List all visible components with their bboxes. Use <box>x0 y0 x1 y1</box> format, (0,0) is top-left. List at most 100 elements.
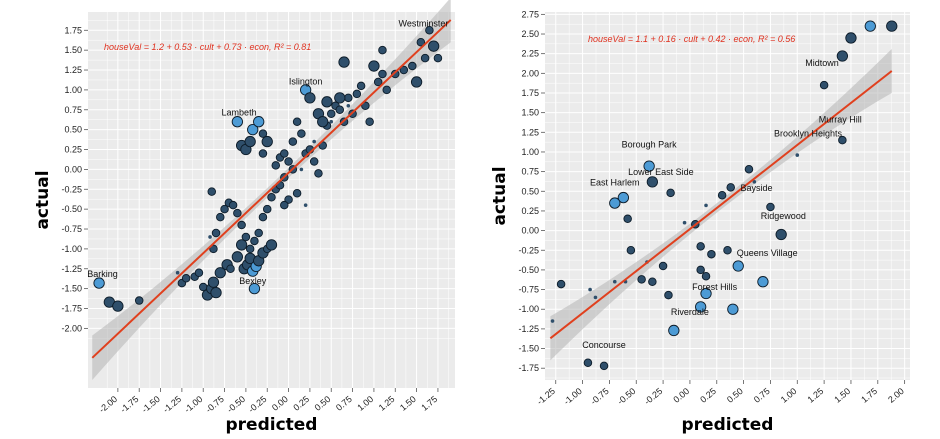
data-point <box>231 116 244 128</box>
point-label: Midtown <box>805 58 839 68</box>
data-point <box>181 274 191 283</box>
data-point <box>550 319 555 323</box>
x-tick-label: 1.75 <box>859 386 879 405</box>
data-point <box>284 157 293 166</box>
y-tick-label: -0.75 <box>518 285 539 295</box>
y-tick-label: -1.00 <box>61 244 82 254</box>
x-tick-label: -1.25 <box>535 386 557 407</box>
data-point <box>247 123 259 136</box>
data-point <box>700 287 712 300</box>
point-label: Riverdale <box>671 307 709 317</box>
data-point <box>593 295 598 300</box>
y-tick-label: 1.25 <box>521 127 539 137</box>
data-point <box>314 169 323 178</box>
y-tick-label: 1.50 <box>521 108 539 118</box>
data-point <box>717 190 727 200</box>
y-tick-label: 2.50 <box>521 29 539 39</box>
data-point <box>344 93 353 103</box>
data-point <box>617 191 630 204</box>
y-tick-label: -1.75 <box>518 363 539 373</box>
x-axis-label: predicted <box>682 415 774 435</box>
data-point <box>194 268 204 277</box>
y-tick-label: 0.75 <box>521 167 539 177</box>
data-point <box>382 85 391 95</box>
data-point <box>646 176 659 188</box>
y-tick-label: 0.25 <box>521 206 539 216</box>
point-label: Barking <box>87 269 118 279</box>
data-point <box>864 20 876 32</box>
data-point <box>245 244 255 254</box>
regression-line <box>91 19 452 359</box>
x-axis-label: predicted <box>226 415 318 435</box>
point-label: Lambeth <box>222 108 257 118</box>
data-point <box>214 267 226 279</box>
y-tick-label: 1.00 <box>521 147 539 157</box>
data-point <box>795 153 800 157</box>
x-tick-label: 1.00 <box>779 386 799 405</box>
data-point <box>599 361 609 371</box>
y-tick-label: 1.75 <box>64 25 82 35</box>
y-tick-label: -0.25 <box>61 184 82 194</box>
y-tick-label: -0.50 <box>61 204 82 214</box>
data-point <box>209 244 218 254</box>
x-tick-label: -0.25 <box>642 386 664 407</box>
x-tick-label: -1.50 <box>140 394 162 415</box>
x-tick-label: -1.25 <box>161 394 183 415</box>
y-tick-label: -1.25 <box>518 324 539 334</box>
y-tick-label: 0.25 <box>64 145 82 155</box>
y-tick-label: -0.50 <box>518 265 539 275</box>
point-label: East Harlem <box>590 177 640 187</box>
data-point <box>235 239 248 251</box>
data-point <box>253 116 265 128</box>
data-point <box>727 303 739 315</box>
data-point <box>231 251 244 263</box>
data-point <box>391 69 400 79</box>
x-tick-label: 0.00 <box>270 394 290 413</box>
data-point <box>775 228 787 241</box>
point-label: Borough Park <box>622 140 678 150</box>
y-tick-label: 1.50 <box>64 45 82 55</box>
data-point <box>752 180 757 184</box>
data-point <box>241 232 251 242</box>
data-point <box>352 89 362 99</box>
data-point <box>134 296 144 305</box>
data-point <box>425 26 434 35</box>
data-point <box>664 290 673 300</box>
x-tick-label: -1.00 <box>182 394 204 415</box>
data-point <box>408 61 417 71</box>
data-point <box>226 264 235 274</box>
y-axis-label: actual <box>33 170 53 229</box>
data-point <box>326 109 336 119</box>
data-point <box>696 242 705 251</box>
data-point <box>612 279 617 284</box>
data-point <box>744 165 754 174</box>
data-point <box>819 80 829 90</box>
data-point <box>261 135 273 148</box>
data-point <box>175 270 180 275</box>
data-point <box>288 137 298 146</box>
y-tick-label: 0.00 <box>64 164 82 174</box>
data-point <box>317 116 329 128</box>
data-point <box>346 104 351 108</box>
y-tick-label: 2.25 <box>521 49 539 59</box>
data-point <box>845 32 857 44</box>
data-point <box>766 202 775 212</box>
data-point <box>258 212 268 222</box>
data-point <box>258 149 268 158</box>
x-tick-label: -2.00 <box>97 394 119 415</box>
x-tick-label: 1.50 <box>398 394 418 413</box>
regression-equation: houseVal = 1.1 + 0.16 · cult + 0.42 · ec… <box>588 34 795 44</box>
data-point <box>648 277 657 286</box>
data-point <box>643 160 655 172</box>
regression-line <box>549 70 893 340</box>
y-tick-label: 2.00 <box>521 68 539 78</box>
data-point <box>216 212 225 222</box>
data-point <box>361 101 370 111</box>
data-point <box>250 236 259 246</box>
y-tick-label: 0.50 <box>521 186 539 196</box>
data-point <box>707 249 716 259</box>
x-tick-label: 0.25 <box>291 394 311 413</box>
point-label: Concourse <box>582 340 626 350</box>
y-tick-label: -2.00 <box>61 323 82 333</box>
point-label: Bayside <box>740 183 772 193</box>
